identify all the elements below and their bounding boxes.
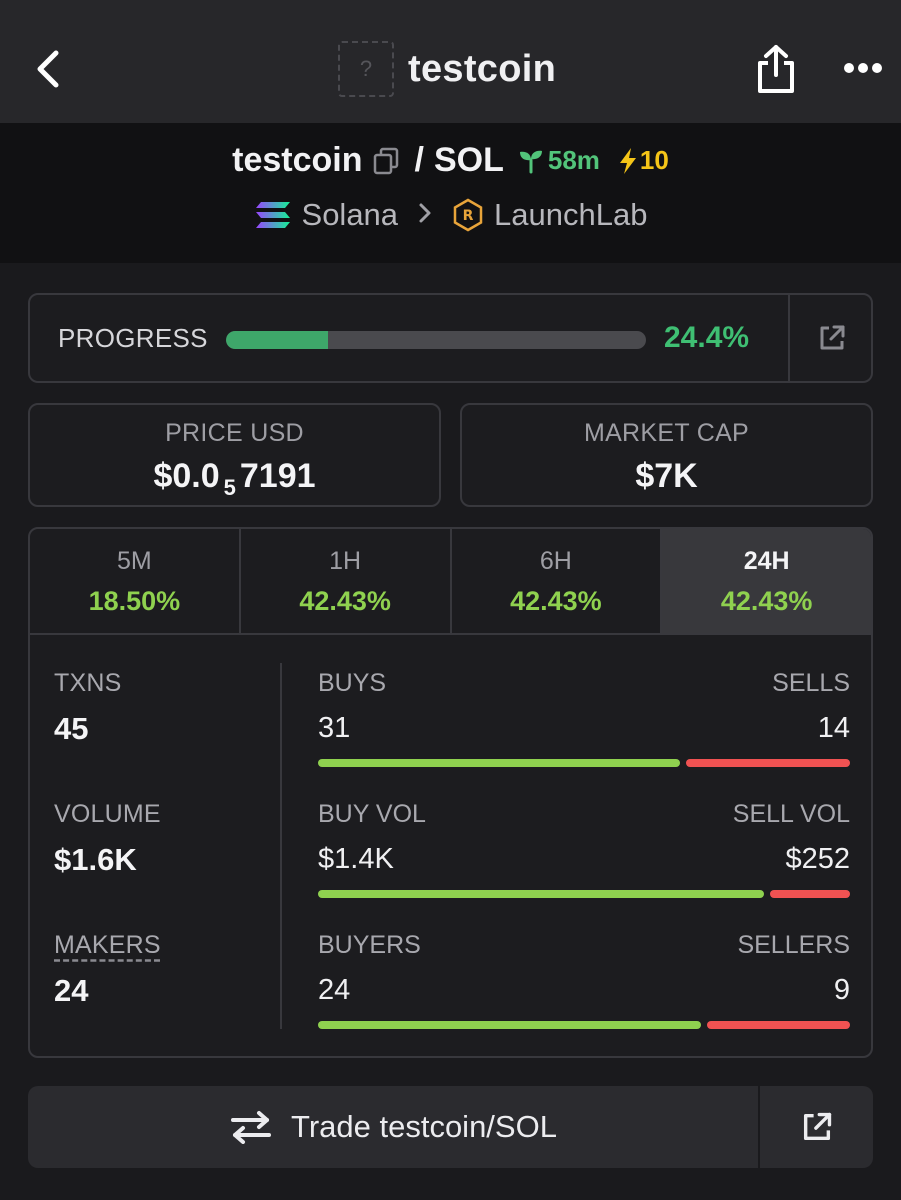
- sellers-label: SELLERS: [737, 931, 850, 959]
- top-bar: ? testcoin: [0, 0, 901, 123]
- price-prefix: $0.0: [153, 457, 220, 495]
- copy-icon[interactable]: [373, 147, 399, 175]
- pair-info-bar: testcoin / SOL 58m 10: [0, 123, 901, 263]
- buyers-value: 24: [318, 974, 351, 1006]
- txns-label: TXNS: [54, 669, 122, 697]
- makers-value: 24: [54, 973, 89, 1008]
- buy-bar-segment: [318, 1021, 701, 1029]
- tab-label: 5M: [117, 547, 152, 575]
- buy-sell-volume-row: BUY VOL SELL VOL $1.4K $252: [318, 800, 850, 898]
- price-zero-count: 5: [223, 475, 236, 500]
- stats-card: 5M 18.50% 1H 42.43% 6H 42.43% 24H 42.43%…: [28, 527, 873, 1058]
- buys-sells-bar: [318, 759, 850, 767]
- svg-text:R: R: [463, 208, 474, 224]
- pair-age-text: 58m: [547, 145, 600, 175]
- back-button[interactable]: [28, 44, 68, 94]
- makers-label[interactable]: MAKERS: [54, 931, 161, 959]
- sell-bar-segment: [769, 890, 850, 898]
- buys-value: 31: [318, 712, 351, 744]
- txns-value: 45: [54, 711, 89, 746]
- market-cap-label: MARKET CAP: [583, 419, 750, 447]
- progress-percent: 24.4%: [664, 321, 750, 354]
- dex-name[interactable]: LaunchLab: [494, 197, 648, 232]
- buys-label: BUYS: [318, 669, 387, 697]
- progress-card: PROGRESS 24.4%: [28, 293, 873, 383]
- price-digits: 7191: [239, 457, 316, 495]
- buyers-sellers-row: BUYERS SELLERS 24 9: [318, 931, 850, 1029]
- buy-vol-value: $1.4K: [318, 843, 394, 875]
- progress-track: [226, 331, 646, 349]
- tab-24h[interactable]: 24H 42.43%: [662, 529, 871, 633]
- share-button[interactable]: [750, 40, 802, 98]
- pair-line: testcoin / SOL 58m 10: [0, 141, 901, 180]
- share-icon: [758, 45, 794, 93]
- trade-button-label: Trade testcoin/SOL: [291, 1109, 557, 1144]
- buys-sells-row: BUYS SELLS 31 14: [318, 669, 850, 767]
- page-title: testcoin: [408, 47, 557, 90]
- sell-vol-label: SELL VOL: [732, 800, 850, 828]
- market-cap-value: $7K: [635, 457, 698, 495]
- pair-age-badge: 58m: [518, 145, 600, 176]
- token-logo-placeholder-icon: ?: [338, 41, 394, 97]
- chain-breadcrumb: Solana R LaunchLab: [0, 197, 901, 233]
- tab-change: 42.43%: [510, 586, 602, 616]
- tab-label: 6H: [539, 547, 572, 575]
- solana-icon: [255, 202, 290, 228]
- buy-bar-segment: [318, 890, 764, 898]
- tab-label: 24H: [743, 547, 790, 575]
- sell-bar-segment: [686, 759, 850, 767]
- launchlab-logo-icon: R: [453, 198, 483, 232]
- timeframe-tabs: 5M 18.50% 1H 42.43% 6H 42.43% 24H 42.43%: [30, 529, 871, 635]
- lightning-icon: [619, 147, 636, 174]
- pair-separator: /: [414, 141, 424, 179]
- trade-bar: Trade testcoin/SOL: [28, 1086, 873, 1168]
- tab-6h[interactable]: 6H 42.43%: [452, 529, 663, 633]
- divider: [758, 1086, 760, 1168]
- buy-vol-label: BUY VOL: [318, 800, 426, 828]
- sprout-icon: [519, 150, 542, 173]
- trade-button[interactable]: Trade testcoin/SOL: [28, 1086, 758, 1168]
- pair-quote-symbol: SOL: [433, 141, 504, 179]
- tab-change: 42.43%: [299, 586, 391, 616]
- divider: [788, 295, 790, 381]
- header-title-group: ? testcoin: [338, 40, 556, 98]
- trade-external-link-button[interactable]: [760, 1086, 873, 1168]
- column-divider: [280, 663, 282, 1029]
- buy-bar-segment: [318, 759, 681, 767]
- progress-label: PROGRESS: [58, 323, 208, 353]
- pair-base-symbol: testcoin: [232, 141, 363, 179]
- market-cap-card: MARKET CAP $7K: [460, 403, 873, 507]
- external-link-icon: [803, 1112, 831, 1141]
- buyers-sellers-bar: [318, 1021, 850, 1029]
- chevron-right-icon: [418, 200, 432, 231]
- tab-label: 1H: [329, 547, 362, 575]
- progress-fill: [226, 331, 329, 349]
- chain-name[interactable]: Solana: [301, 197, 399, 232]
- buy-sell-volume-bar: [318, 890, 850, 898]
- swap-arrows-icon: [231, 1111, 272, 1144]
- boost-count: 10: [639, 145, 669, 175]
- price-usd-label: PRICE USD: [165, 419, 304, 447]
- tab-change: 42.43%: [720, 586, 813, 616]
- volume-label: VOLUME: [54, 800, 161, 828]
- sellers-value: 9: [833, 974, 850, 1006]
- buyers-label: BUYERS: [318, 931, 421, 959]
- external-link-icon: [820, 325, 844, 350]
- tab-1h[interactable]: 1H 42.43%: [241, 529, 452, 633]
- price-usd-card: PRICE USD $0.0 5 7191: [28, 403, 441, 507]
- sell-bar-segment: [706, 1021, 850, 1029]
- boost-badge: 10: [618, 145, 669, 176]
- progress-external-link-button[interactable]: [790, 295, 873, 381]
- tab-change: 18.50%: [88, 586, 181, 616]
- sells-label: SELLS: [772, 669, 850, 697]
- more-options-button[interactable]: [838, 50, 888, 86]
- more-horizontal-icon: [844, 63, 882, 73]
- sells-value: 14: [817, 712, 850, 744]
- volume-value: $1.6K: [54, 842, 137, 877]
- chevron-left-icon: [37, 50, 59, 88]
- sell-vol-value: $252: [785, 843, 850, 875]
- tab-5m[interactable]: 5M 18.50%: [30, 529, 241, 633]
- price-usd-value: $0.0 5 7191: [30, 457, 439, 500]
